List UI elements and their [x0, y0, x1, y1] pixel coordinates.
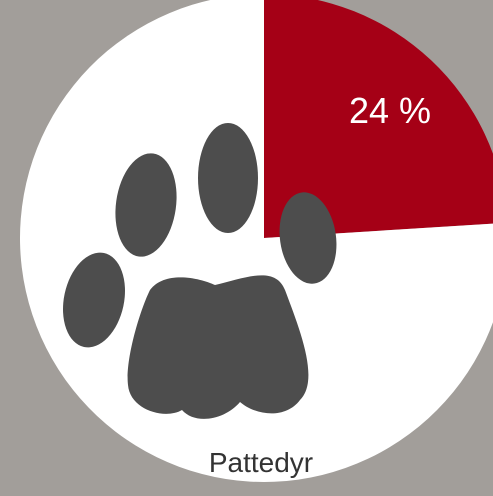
paw-toe-2: [115, 153, 177, 257]
category-label: Pattedyr: [209, 447, 313, 478]
paw-print-icon: [63, 123, 337, 419]
paw-pad: [127, 275, 309, 419]
slice-percent-label: 24 %: [349, 90, 431, 131]
paw-toe-4: [279, 192, 337, 284]
pie-slice-0: [264, 0, 493, 238]
paw-toe-3: [198, 123, 258, 233]
paw-toe-1: [63, 252, 125, 348]
